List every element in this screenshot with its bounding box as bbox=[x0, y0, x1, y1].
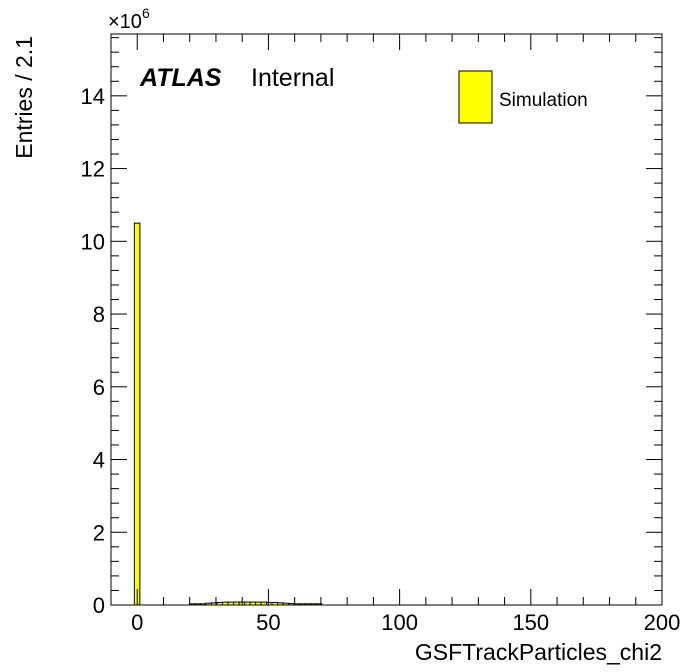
legend-swatch-simulation bbox=[458, 70, 493, 124]
y-tick-label: 4 bbox=[93, 448, 105, 473]
y-axis-title: Entries / 2.1 bbox=[11, 36, 37, 159]
axis-ticks bbox=[110, 34, 663, 606]
legend-label-simulation: Simulation bbox=[499, 90, 588, 111]
y-tick-label: 14 bbox=[81, 84, 105, 109]
y-tick-label: 2 bbox=[93, 520, 105, 545]
x-axis-title: GSFTrackParticles_chi2 bbox=[415, 639, 662, 665]
x-tick-label: 50 bbox=[256, 610, 280, 635]
histogram-bin-0 bbox=[133, 222, 141, 606]
plot-frame bbox=[110, 33, 663, 606]
x-tick-label: 200 bbox=[644, 610, 681, 635]
y-tick-label: 6 bbox=[93, 375, 105, 400]
y-multiplier: ×106 bbox=[108, 5, 150, 33]
y-tick-label: 12 bbox=[81, 157, 105, 182]
x-tick-label: 100 bbox=[381, 610, 418, 635]
histogram-bars bbox=[133, 222, 323, 606]
y-tick-label: 0 bbox=[93, 593, 105, 618]
y-tick-label: 10 bbox=[81, 229, 105, 254]
x-tick-label: 150 bbox=[512, 610, 549, 635]
tick-labels: 0 50 100 150 200 0 2 4 6 8 10 12 14 bbox=[81, 84, 681, 635]
atlas-label: ATLAS bbox=[139, 64, 222, 92]
y-tick-label: 8 bbox=[93, 302, 105, 327]
internal-label: Internal bbox=[251, 64, 334, 92]
x-tick-label: 0 bbox=[131, 610, 143, 635]
